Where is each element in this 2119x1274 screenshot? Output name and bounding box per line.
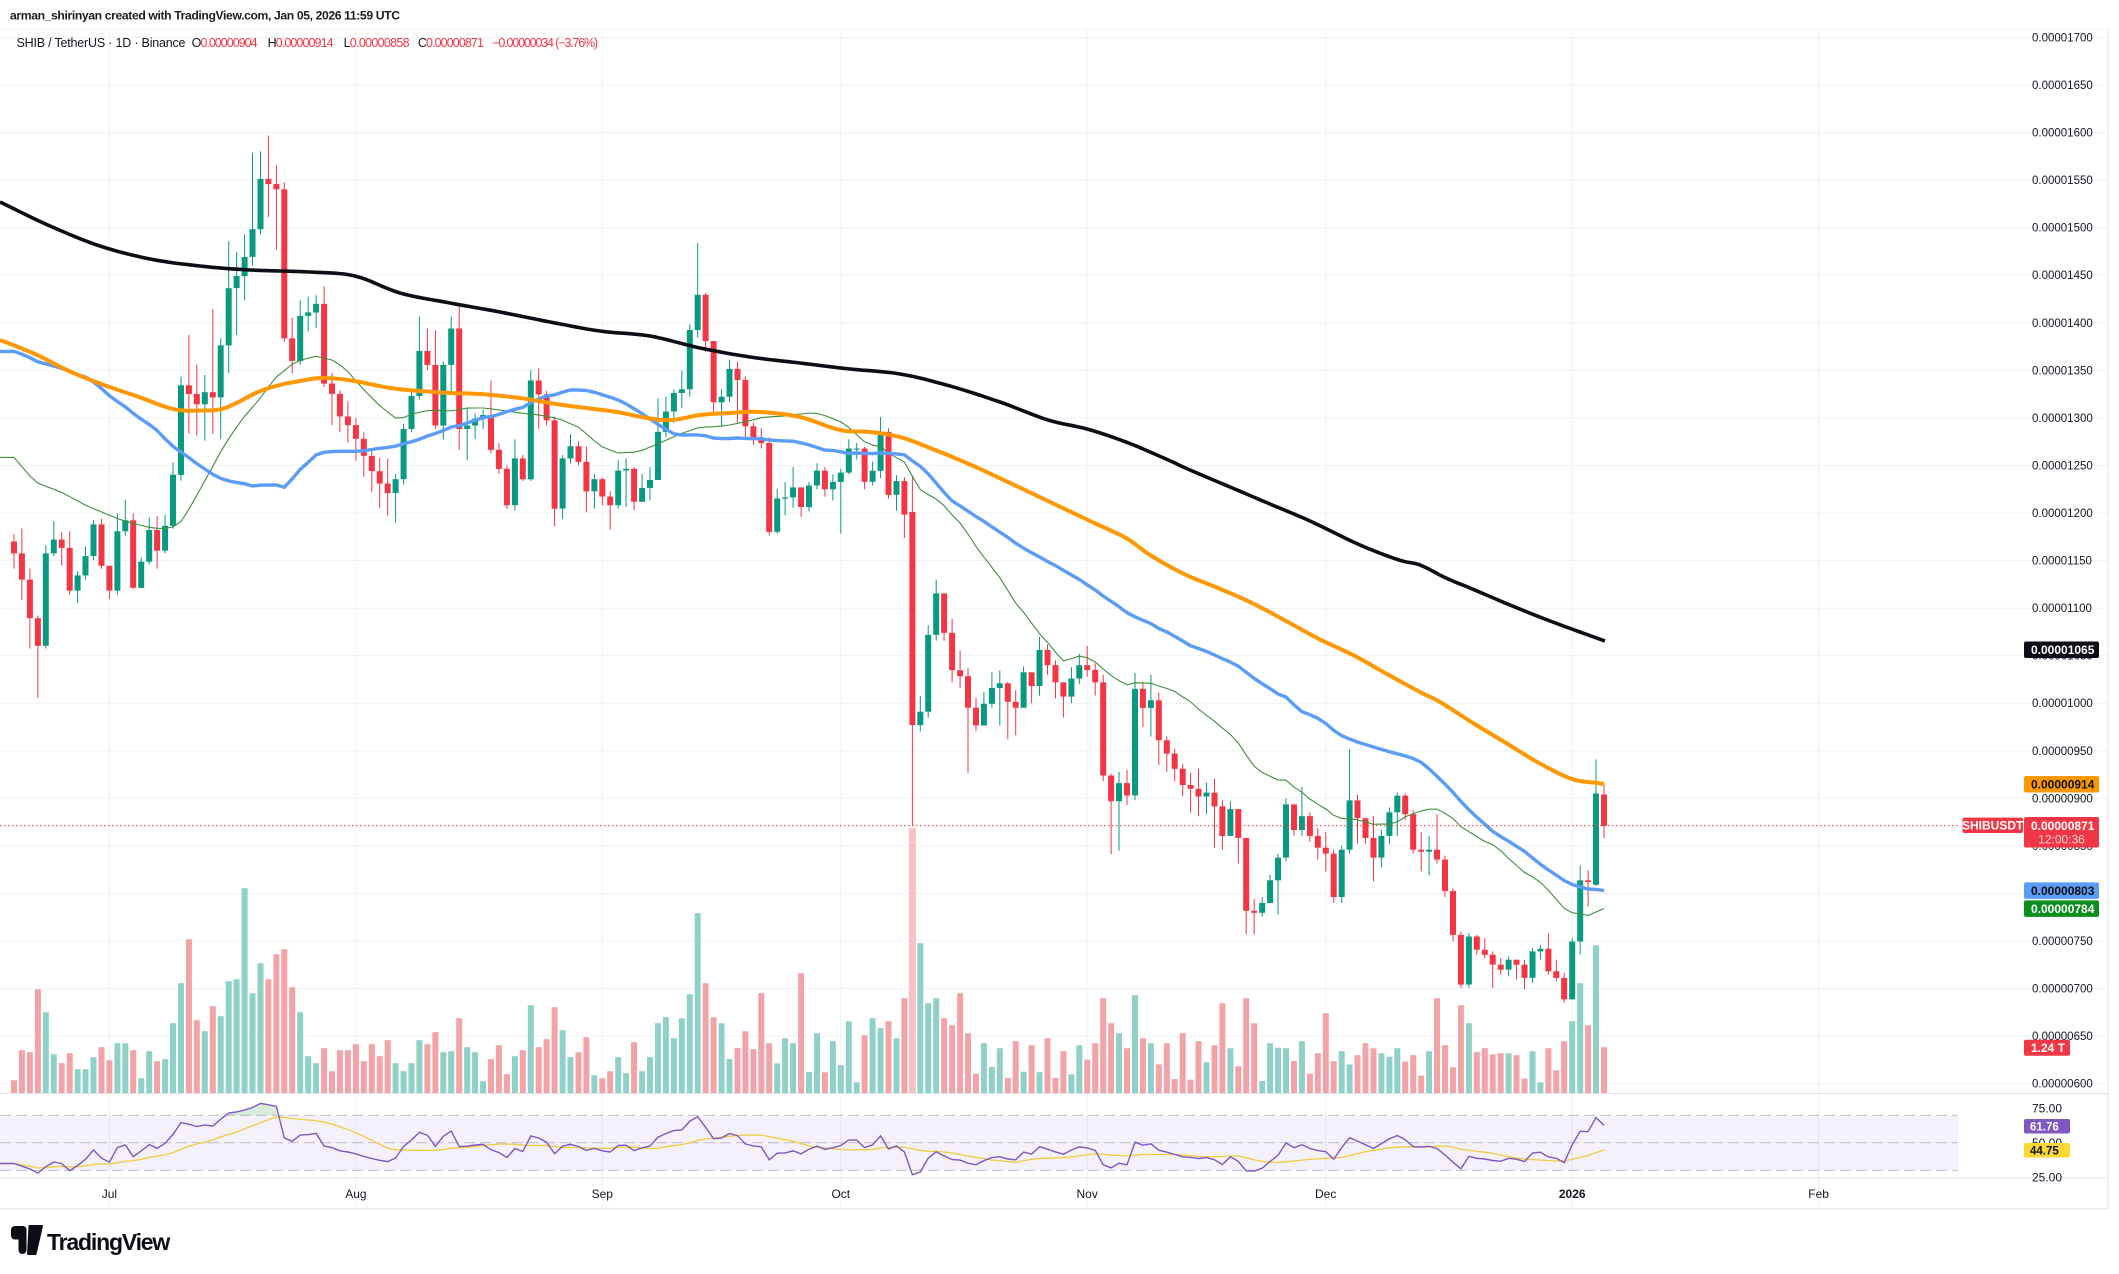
svg-text:44.75: 44.75 [2030,1146,2059,1158]
svg-text:0.00000750: 0.00000750 [2032,936,2093,948]
svg-text:H0.00000914: H0.00000914 [268,36,334,50]
svg-text:0.00000950: 0.00000950 [2032,746,2093,758]
svg-text:−0.00000034 (−3.76%): −0.00000034 (−3.76%) [492,36,598,50]
svg-text:12:00:36: 12:00:36 [2038,833,2085,847]
svg-text:2026: 2026 [1559,1187,1586,1201]
svg-text:0.00000784: 0.00000784 [2031,902,2095,916]
svg-text:SHIB / TetherUS · 1D · Binance: SHIB / TetherUS · 1D · Binance [17,36,186,50]
svg-text:0.00001065: 0.00001065 [2031,643,2095,657]
svg-text:75.00: 75.00 [2032,1101,2062,1115]
svg-text:0.00001150: 0.00001150 [2032,556,2092,568]
svg-text:Feb: Feb [1808,1187,1829,1201]
svg-text:0.00001500: 0.00001500 [2032,223,2093,235]
svg-text:C0.00000871: C0.00000871 [418,36,484,50]
svg-text:0.00000700: 0.00000700 [2032,984,2093,996]
svg-text:L0.00000858: L0.00000858 [344,36,410,50]
svg-text:25.00: 25.00 [2032,1170,2062,1184]
svg-text:0.00001650: 0.00001650 [2032,80,2093,92]
svg-text:0.00001700: 0.00001700 [2032,33,2093,45]
svg-text:0.00000914: 0.00000914 [2031,778,2095,792]
svg-text:O0.00000904: O0.00000904 [192,36,258,50]
svg-text:Dec: Dec [1315,1187,1336,1201]
svg-text:1.24 T: 1.24 T [2031,1041,2066,1055]
svg-text:0.00001400: 0.00001400 [2032,318,2093,330]
svg-text:TradingView: TradingView [47,1229,170,1255]
svg-text:Sep: Sep [592,1187,614,1201]
svg-text:arman_shirinyan created with T: arman_shirinyan created with TradingView… [10,9,400,23]
svg-text:0.00000600: 0.00000600 [2032,1079,2093,1091]
svg-text:Nov: Nov [1077,1187,1098,1201]
svg-text:61.76: 61.76 [2030,1122,2059,1134]
svg-text:Oct: Oct [831,1187,850,1201]
svg-text:0.00001550: 0.00001550 [2032,175,2093,187]
svg-text:0.00001200: 0.00001200 [2032,508,2093,520]
svg-text:0.00001250: 0.00001250 [2032,460,2093,472]
svg-text:0.00001450: 0.00001450 [2032,270,2093,282]
svg-text:0.00001100: 0.00001100 [2032,603,2092,615]
svg-text:0.00000803: 0.00000803 [2031,884,2095,898]
svg-text:Jul: Jul [102,1187,117,1201]
svg-text:0.00000900: 0.00000900 [2032,793,2093,805]
svg-text:0.00001350: 0.00001350 [2032,365,2093,377]
svg-text:0.00001300: 0.00001300 [2032,413,2093,425]
svg-text:0.00001600: 0.00001600 [2032,128,2093,140]
svg-text:0.00001000: 0.00001000 [2032,698,2093,710]
svg-text:SHIBUSDT: SHIBUSDT [1962,818,2024,832]
svg-text:0.00000871: 0.00000871 [2031,819,2095,833]
svg-text:Aug: Aug [345,1187,366,1201]
